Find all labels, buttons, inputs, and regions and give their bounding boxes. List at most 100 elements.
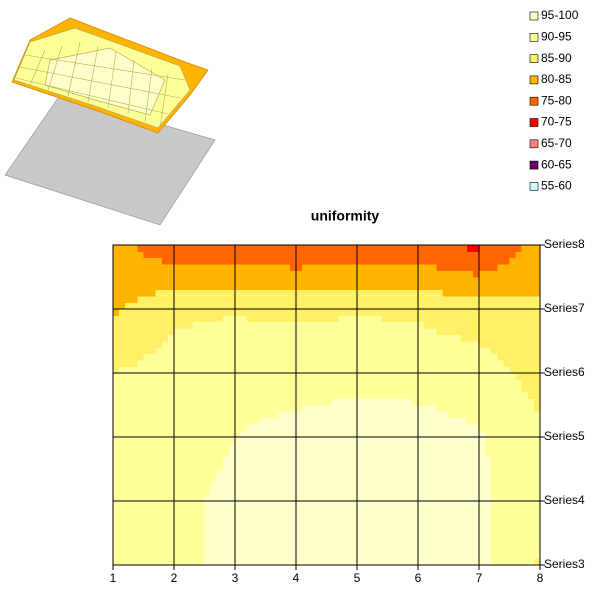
contour-cell bbox=[381, 347, 388, 355]
contour-cell bbox=[113, 245, 120, 252]
contour-cell bbox=[119, 488, 126, 495]
contour-cell bbox=[411, 277, 419, 284]
contour-cell bbox=[509, 411, 516, 419]
contour-cell bbox=[143, 360, 150, 367]
contour-cell bbox=[436, 545, 443, 553]
contour-cell bbox=[515, 392, 523, 399]
contour-cell bbox=[204, 257, 211, 265]
contour-cell bbox=[320, 469, 327, 476]
contour-cell bbox=[405, 481, 413, 489]
contour-cell bbox=[466, 296, 474, 303]
contour-cell bbox=[393, 449, 401, 457]
contour-cell bbox=[369, 501, 376, 508]
contour-cell bbox=[357, 270, 364, 278]
contour-cell bbox=[521, 289, 529, 297]
contour-cell bbox=[515, 539, 523, 547]
contour-cell bbox=[411, 494, 419, 502]
contour-cell bbox=[436, 341, 443, 348]
contour-cell bbox=[204, 315, 211, 323]
contour-cell bbox=[332, 520, 340, 527]
contour-cell bbox=[210, 270, 218, 278]
contour-cell bbox=[143, 296, 150, 303]
contour-cell bbox=[314, 481, 321, 489]
contour-cell bbox=[485, 501, 492, 508]
contour-cell bbox=[393, 251, 401, 259]
contour-cell bbox=[485, 373, 492, 380]
contour-cell bbox=[424, 366, 431, 374]
contour-cell bbox=[332, 456, 340, 463]
contour-cell bbox=[277, 251, 285, 259]
contour-cell bbox=[369, 245, 376, 252]
contour-cell bbox=[247, 488, 254, 495]
contour-cell bbox=[235, 462, 242, 470]
x-tick-label: 7 bbox=[476, 571, 483, 585]
contour-cell bbox=[228, 488, 236, 495]
contour-cell bbox=[167, 488, 175, 495]
contour-cell bbox=[357, 494, 364, 502]
contour-cell bbox=[204, 539, 211, 547]
contour-cell bbox=[533, 513, 541, 521]
contour-cell bbox=[259, 552, 266, 559]
contour-cell bbox=[460, 373, 468, 380]
contour-cell bbox=[369, 488, 376, 495]
contour-cell bbox=[308, 462, 315, 470]
contour-cell bbox=[198, 494, 205, 502]
contour-cell bbox=[186, 533, 193, 540]
contour-cell bbox=[375, 347, 382, 355]
contour-cell bbox=[381, 552, 388, 559]
contour-cell bbox=[405, 469, 413, 476]
contour-cell bbox=[326, 289, 333, 297]
contour-cell bbox=[521, 475, 529, 483]
contour-cell bbox=[344, 379, 352, 387]
contour-cell bbox=[259, 321, 266, 329]
contour-cell bbox=[387, 462, 394, 470]
x-tick-label: 8 bbox=[537, 571, 544, 585]
contour-cell bbox=[119, 513, 126, 521]
contour-cell bbox=[326, 488, 333, 495]
contour-cell bbox=[155, 417, 163, 425]
contour-cell bbox=[521, 462, 529, 470]
contour-cell bbox=[192, 539, 199, 547]
contour-cell bbox=[216, 437, 224, 444]
contour-cell bbox=[344, 462, 352, 470]
contour-cell bbox=[204, 283, 211, 291]
contour-cell bbox=[241, 302, 248, 310]
contour-cell bbox=[375, 475, 382, 483]
contour-cell bbox=[411, 501, 419, 508]
contour-cell bbox=[485, 552, 492, 559]
contour-cell bbox=[174, 417, 181, 425]
contour-cell bbox=[375, 424, 382, 431]
contour-cell bbox=[454, 513, 462, 521]
contour-cell bbox=[338, 302, 346, 310]
contour-cell bbox=[277, 513, 285, 521]
contour-cell bbox=[387, 373, 394, 380]
contour-cell bbox=[125, 481, 132, 489]
contour-cell bbox=[265, 481, 272, 489]
contour-cell bbox=[472, 449, 480, 457]
contour-cell bbox=[302, 501, 309, 508]
contour-cell bbox=[222, 347, 230, 355]
contour-cell bbox=[143, 443, 150, 451]
contour-cell bbox=[119, 373, 126, 380]
contour-cell bbox=[472, 309, 480, 316]
contour-cell bbox=[527, 475, 535, 483]
contour-cell bbox=[460, 328, 468, 335]
contour-cell bbox=[509, 385, 516, 393]
contour-cell bbox=[485, 449, 492, 457]
contour-cell bbox=[363, 462, 370, 470]
contour-cell bbox=[527, 373, 535, 380]
contour-cell bbox=[332, 417, 340, 425]
contour-cell bbox=[454, 347, 462, 355]
contour-cell bbox=[375, 257, 382, 265]
contour-cell bbox=[113, 270, 120, 278]
contour-cell bbox=[283, 513, 291, 521]
contour-cell bbox=[302, 353, 309, 361]
contour-cell bbox=[472, 289, 480, 297]
contour-cell bbox=[381, 526, 388, 534]
contour-cell bbox=[241, 405, 248, 412]
contour-cell bbox=[521, 309, 529, 316]
contour-cell bbox=[216, 513, 224, 521]
contour-cell bbox=[143, 251, 150, 259]
contour-cell bbox=[485, 289, 492, 297]
contour-cell bbox=[289, 379, 297, 387]
